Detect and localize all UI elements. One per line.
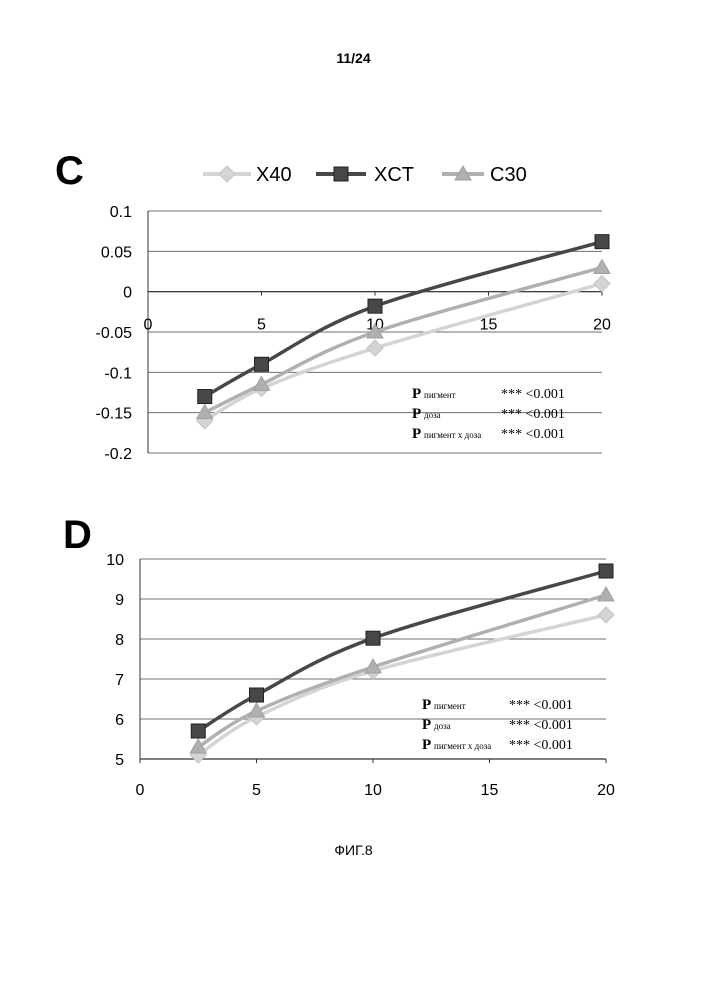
stat-subscript: пигмент [434,701,466,711]
x-tick-label: 15 [480,317,498,334]
legend-item-x40: X40 [203,164,292,186]
panel-d-series [190,564,614,763]
stat-subscript: пигмент [424,390,456,400]
data-point-x40 [367,340,383,356]
legend-item-c30: C30 [442,164,527,186]
y-tick-label: -0.1 [104,365,132,382]
data-point-x40 [598,607,614,623]
y-tick-label: -0.15 [96,406,133,423]
stat-subscript: пигмент х доза [424,430,481,440]
stat-p-label: P [422,717,431,733]
legend-item-xct: XCT [316,164,414,186]
stat-p-label: P [422,737,431,753]
stat-value: *** <0.001 [509,738,573,753]
legend-marker-xct [334,167,348,181]
x-tick-label: 15 [481,782,499,799]
legend-marker-x40 [219,166,235,182]
stat-row: Pпигмент *** <0.001 [412,386,565,402]
stat-subscript: доза [434,721,451,731]
panel-c-y-ticks: 0.1 0.05 0 -0.05 -0.1 -0.15 -0.2 [96,204,133,463]
stat-row: Pпигмент х доза *** <0.001 [412,426,565,442]
data-point-x40 [594,276,610,292]
legend: X40 XCT C30 [203,164,527,186]
x-tick-label: 0 [144,317,153,334]
data-point-xct [255,357,269,371]
figure-caption: ФИГ.8 [0,842,707,858]
panel-c-label: C [55,149,84,193]
stat-value: *** <0.001 [501,387,565,402]
panel-d-y-ticks: 10 9 8 7 6 5 [106,552,124,769]
data-point-xct [599,564,613,578]
data-point-xct [368,299,382,313]
panel-c-stats: Pпигмент*** <0.001Pдоза*** <0.001Pпигмен… [412,386,565,442]
data-point-c30 [598,587,614,601]
series-line-x40 [198,615,606,755]
x-tick-label: 0 [136,782,145,799]
stat-row: Pдоза *** <0.001 [412,406,565,422]
stat-p-label: P [412,426,421,442]
x-tick-label: 20 [593,317,611,334]
y-tick-label: 8 [115,632,124,649]
data-point-xct [250,688,264,702]
panel-c: C X40 XCT C30 0.1 0.05 0 -0.05 -0.1 -0.15 -0.2 0… [55,149,611,463]
y-tick-label: 7 [115,672,124,689]
data-point-xct [595,235,609,249]
y-tick-label: -0.2 [104,446,132,463]
y-tick-label: 6 [115,712,124,729]
x-tick-label: 10 [364,782,382,799]
y-tick-label: 0.05 [101,244,132,261]
stat-subscript: пигмент х доза [434,741,491,751]
stat-p-label: P [422,697,431,713]
y-tick-label: 0 [123,285,132,302]
stat-p-label: P [412,386,421,402]
data-point-xct [366,631,380,645]
y-tick-label: 9 [115,592,124,609]
y-tick-label: -0.05 [96,325,133,342]
y-tick-label: 5 [115,752,124,769]
x-tick-label: 20 [597,782,615,799]
stat-value: *** <0.001 [509,718,573,733]
stat-row: Pпигмент х доза *** <0.001 [422,737,573,753]
stat-value: *** <0.001 [509,698,573,713]
y-tick-label: 10 [106,552,124,569]
legend-label-xct: XCT [374,164,414,186]
panel-d: D 1098765 05101520 Pпигмент*** <0.001Pдо… [63,513,615,799]
stat-p-label: P [412,406,421,422]
data-point-xct [191,724,205,738]
x-tick-label: 5 [257,317,266,334]
panel-d-label: D [63,513,92,557]
panel-d-stats: Pпигмент*** <0.001Pдоза*** <0.001Pпигмен… [422,697,573,753]
x-tick-label: 5 [252,782,261,799]
legend-label-c30: C30 [490,164,527,186]
stat-subscript: доза [424,410,441,420]
panel-d-x-ticks: 0 5 10 15 20 [136,782,615,799]
stat-value: *** <0.001 [501,407,565,422]
data-point-xct [198,390,212,404]
stat-value: *** <0.001 [501,427,565,442]
legend-label-x40: X40 [256,164,292,186]
data-point-c30 [594,259,610,273]
y-tick-label: 0.1 [110,204,132,221]
stat-row: Pпигмент *** <0.001 [422,697,573,713]
